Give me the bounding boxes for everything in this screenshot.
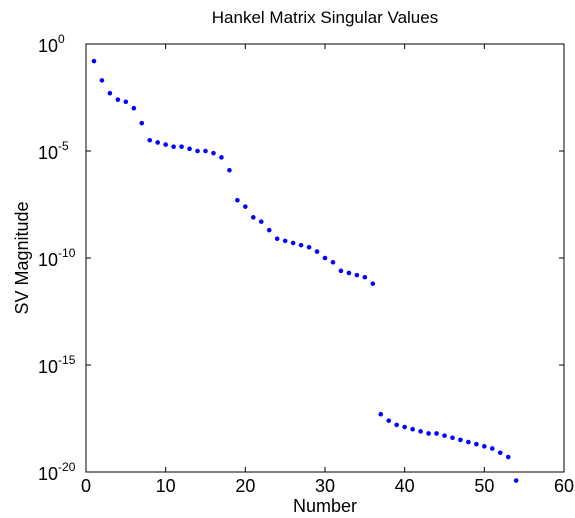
data-point [330, 259, 336, 265]
data-point [386, 418, 392, 423]
chart-title: Hankel Matrix Singular Values [212, 8, 438, 27]
data-point [306, 245, 312, 250]
data-point [171, 144, 176, 150]
data-point [187, 146, 192, 152]
x-tick-label: 60 [554, 476, 574, 496]
data-points [91, 58, 519, 483]
data-point [298, 242, 304, 248]
y-tick-label: 100 [38, 32, 65, 56]
y-tick-exponent: -10 [58, 246, 76, 260]
data-point [219, 155, 224, 160]
x-tick-label: 10 [156, 476, 176, 496]
y-tick-exponent: -5 [58, 139, 69, 153]
data-point [251, 215, 256, 220]
x-tick-label: 20 [235, 476, 255, 496]
data-point [155, 140, 160, 145]
data-point [450, 435, 455, 441]
data-point [211, 150, 216, 156]
y-tick-base: 10 [38, 464, 58, 484]
data-point [227, 167, 232, 173]
data-point [203, 148, 208, 154]
x-tick-label: 30 [315, 476, 335, 496]
data-point [274, 236, 280, 242]
y-tick-exponent: -15 [58, 353, 76, 367]
data-point [266, 227, 272, 233]
y-tick-label: 10-10 [38, 246, 76, 270]
y-tick-base: 10 [38, 250, 58, 270]
x-tick-label: 40 [395, 476, 415, 496]
data-point [322, 255, 328, 261]
data-point [338, 268, 344, 274]
data-point [513, 478, 519, 483]
data-point [147, 138, 153, 143]
x-tick-label: 50 [474, 476, 494, 496]
data-point [354, 272, 360, 278]
data-point [418, 429, 423, 434]
data-point [426, 431, 431, 436]
data-point [442, 433, 447, 438]
data-point [370, 281, 376, 286]
data-point [99, 78, 105, 83]
data-point [107, 90, 113, 96]
data-point [314, 249, 320, 254]
data-point [131, 105, 137, 111]
data-point [402, 424, 407, 430]
data-point [243, 204, 248, 209]
data-point [410, 426, 415, 432]
data-point [482, 444, 487, 449]
x-tick-label: 0 [81, 476, 91, 496]
y-tick-base: 10 [38, 357, 58, 377]
y-axis-label: SV Magnitude [12, 201, 32, 314]
y-tick-base: 10 [38, 143, 58, 163]
data-point [235, 197, 240, 203]
y-tick-label: 10-5 [38, 139, 69, 163]
data-point [179, 144, 184, 150]
data-point [258, 219, 264, 224]
data-point [346, 270, 352, 276]
data-point [115, 97, 121, 102]
data-point [290, 240, 296, 246]
y-tick-label: 10-20 [38, 460, 76, 484]
data-point [394, 422, 400, 428]
y-tick-label: 10-15 [38, 353, 76, 377]
data-point [458, 437, 463, 443]
data-point [434, 431, 439, 436]
data-point [362, 274, 368, 280]
data-point [282, 238, 288, 244]
data-point [505, 454, 511, 460]
data-point [139, 120, 145, 126]
data-point [497, 450, 503, 456]
data-point [466, 439, 471, 445]
data-point [490, 446, 495, 451]
data-point [195, 148, 200, 154]
y-tick-base: 10 [38, 36, 58, 56]
data-point [474, 441, 479, 447]
y-tick-exponent: -20 [58, 460, 76, 474]
data-point [123, 99, 129, 105]
data-point [163, 142, 168, 147]
y-tick-exponent: 0 [58, 32, 65, 46]
data-point [91, 58, 97, 64]
data-point [378, 411, 384, 417]
x-axis-label: Number [293, 496, 357, 516]
